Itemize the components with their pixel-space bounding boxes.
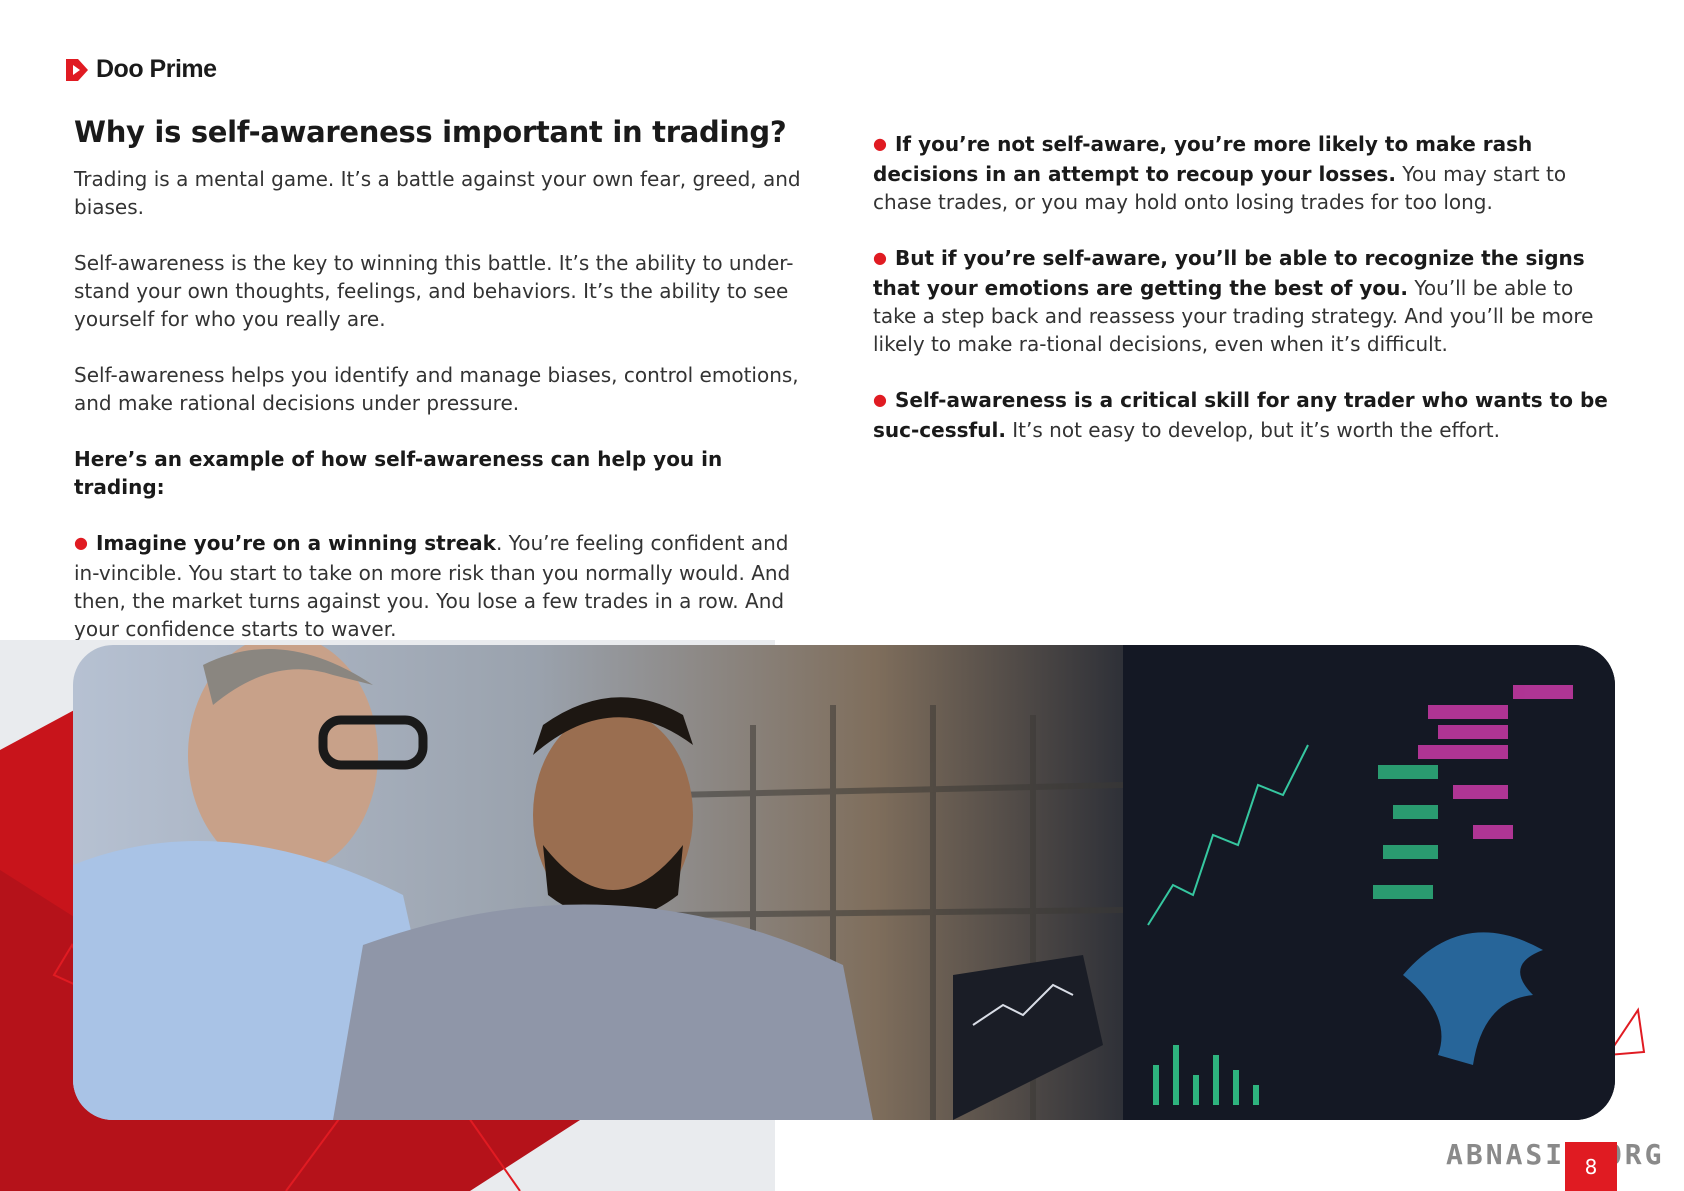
bullet-text: . You’re feeling confident and in-vincib… — [74, 531, 791, 641]
bullet-text: You’ll be able to take a step back and r… — [873, 276, 1594, 356]
section-title: Why is self-awareness important in tradi… — [74, 115, 787, 149]
example-heading: Here’s an example of how self-awareness … — [74, 447, 723, 499]
doo-prime-logo: Doo Prime — [66, 55, 217, 84]
bullet-text: It’s not easy to develop, but it’s worth… — [1005, 418, 1500, 442]
paragraph-1: Trading is a mental game. It’s a battle … — [74, 167, 801, 219]
bullet-dot-icon: ● — [74, 533, 88, 552]
bullet-dot-icon: ● — [873, 248, 887, 267]
right-bullet-2: ● But if you’re self-aware, you’ll be abl… — [873, 244, 1613, 358]
example-bullet: ● Imagine you’re on a winning streak. You… — [74, 529, 819, 643]
bullet-bold: Imagine you’re on a winning streak — [95, 531, 496, 555]
bullet-dot-icon: ● — [873, 134, 887, 153]
doo-prime-logo-icon — [66, 58, 88, 81]
bullet-dot-icon: ● — [873, 390, 887, 409]
page-number: 8 — [1565, 1142, 1617, 1191]
right-column: ● If you’re not self-aware, you’re more l… — [873, 130, 1613, 472]
paragraph-3: Self-awareness helps you identify and ma… — [74, 363, 799, 415]
bullet-bold: But if you’re self-aware, you’ll be able… — [873, 246, 1585, 300]
traders-at-screens-photo — [73, 645, 1615, 1120]
left-column: Why is self-awareness important in tradi… — [74, 113, 819, 671]
watermark: ABNASIA.ORG — [1446, 1138, 1665, 1171]
logo-text: Doo Prime — [96, 55, 217, 83]
right-bullet-3: ● Self-awareness is a critical skill for … — [873, 386, 1613, 444]
bullet-bold: If you’re not self-aware, you’re more li… — [873, 132, 1533, 186]
photo-band — [0, 640, 1684, 1191]
photo-illustration — [73, 645, 1615, 1120]
paragraph-2: Self-awareness is the key to winning thi… — [74, 251, 794, 331]
bullet-bold: Self-awareness is a critical skill for a… — [873, 388, 1608, 442]
right-bullet-1: ● If you’re not self-aware, you’re more l… — [873, 130, 1613, 216]
bullet-text: You may start to chase trades, or you ma… — [873, 162, 1567, 214]
